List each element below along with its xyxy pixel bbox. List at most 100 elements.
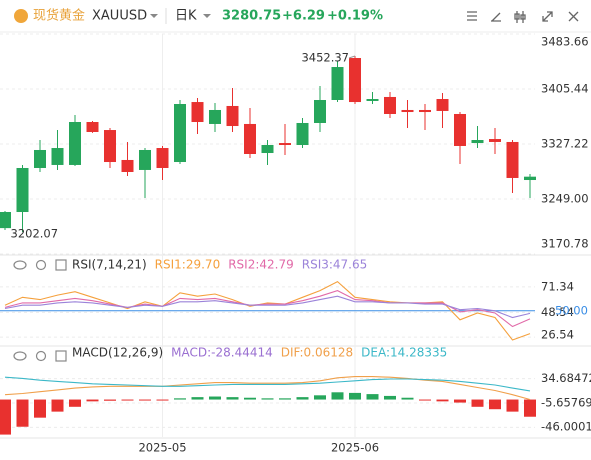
- histogram-bar: [524, 399, 536, 417]
- candle-body: [191, 102, 204, 123]
- candle-body: [244, 123, 256, 154]
- candle-body: [104, 130, 116, 163]
- histogram-bar: [226, 397, 239, 400]
- histogram-bar: [34, 399, 46, 418]
- candle-body: [69, 122, 81, 165]
- rsi-icons: [13, 259, 67, 362]
- dropdown-arrow[interactable]: [203, 14, 211, 18]
- candle-body: [489, 139, 501, 142]
- candle-body: [366, 99, 379, 101]
- gear-button[interactable]: [35, 350, 47, 362]
- fullscreen-button[interactable]: [542, 11, 553, 22]
- candle-body: [174, 104, 186, 163]
- histogram-bar: [279, 398, 291, 400]
- expand-button[interactable]: [55, 259, 67, 271]
- legend-entry: RSI2:42.79: [228, 258, 294, 272]
- eye-button[interactable]: [13, 351, 27, 361]
- settings-button[interactable]: [467, 11, 477, 21]
- series-line: [4, 280, 531, 341]
- y-tick-label: 3249.00: [541, 192, 589, 206]
- candle-body: [454, 113, 466, 146]
- symbol[interactable]: XAUUSD: [92, 9, 147, 24]
- candle-body: [0, 212, 11, 229]
- candle-body: [139, 149, 151, 170]
- histogram-bar: [366, 394, 379, 400]
- histogram-bar: [454, 399, 466, 403]
- histogram-bar: [191, 397, 204, 400]
- candle-type-button[interactable]: [514, 11, 526, 23]
- draw-button[interactable]: [491, 12, 501, 22]
- expand-button[interactable]: [55, 350, 67, 362]
- legend-entry: RSI1:29.70: [155, 258, 221, 272]
- candle-body: [506, 141, 519, 178]
- legend-entry: DIF:0.06128: [281, 346, 353, 360]
- series-line: [4, 295, 531, 319]
- y-tick-label: 3170.78: [541, 237, 589, 251]
- gear-button[interactable]: [35, 259, 47, 271]
- candle-body: [471, 140, 484, 144]
- histogram-bar: [506, 399, 519, 412]
- histogram-bar: [156, 399, 169, 401]
- histogram-bar: [296, 397, 309, 400]
- candle-body: [261, 144, 274, 154]
- candle-body: [524, 176, 536, 181]
- candle-body: [401, 109, 414, 113]
- histogram-bar: [261, 398, 274, 400]
- histogram-bar: [209, 396, 221, 400]
- toolbar: [467, 11, 579, 23]
- candle-body: [314, 99, 326, 123]
- y-tick-label: 3483.66: [541, 35, 589, 49]
- y-tick-label: -5.65769: [541, 395, 591, 409]
- logo: [14, 9, 28, 23]
- histogram-bar: [139, 399, 151, 401]
- legend-entry: MACD:-28.44414: [171, 346, 273, 360]
- candle-body: [349, 58, 361, 103]
- histogram-bar: [384, 395, 396, 400]
- candle-body: [86, 122, 99, 132]
- candle-body: [419, 109, 431, 113]
- histogram-bar: [69, 399, 81, 407]
- candle-body: [16, 167, 29, 213]
- candle-body: [436, 99, 449, 111]
- max-annotation: 3452.37: [301, 51, 349, 65]
- y-tick-label: 3327.22: [541, 137, 589, 151]
- candle-body: [226, 105, 239, 127]
- dropdown-arrow[interactable]: [150, 14, 158, 18]
- candle-body: [384, 96, 396, 114]
- panel-title: RSI(7,14,21): [72, 258, 147, 272]
- histogram-bar: [16, 399, 29, 427]
- series-line: [4, 290, 531, 328]
- close-button[interactable]: [568, 11, 579, 22]
- change-percent: +0.19%: [327, 9, 383, 24]
- histogram-bar: [121, 399, 134, 401]
- histogram-bar: [51, 399, 64, 412]
- price: 3280.75: [222, 9, 281, 24]
- series-line: [4, 376, 531, 401]
- candle-body: [121, 159, 134, 172]
- period[interactable]: 日K: [175, 9, 197, 24]
- candle-body: [34, 149, 46, 168]
- y-tick-label: 3405.44: [541, 82, 589, 96]
- series-line: [4, 376, 531, 392]
- histogram-bar: [471, 399, 484, 407]
- histogram-bar: [104, 399, 116, 401]
- candle-body: [156, 148, 169, 168]
- legend-entry: RSI3:47.65: [302, 258, 368, 272]
- y-tick-label: -46.00010: [541, 420, 591, 434]
- histogram-bar: [436, 399, 449, 402]
- histogram-bar: [86, 399, 99, 402]
- histogram-bar: [401, 397, 414, 400]
- panel-title: MACD(12,26,9): [72, 346, 163, 360]
- histogram-bar: [331, 392, 344, 400]
- eye-button[interactable]: [13, 260, 27, 270]
- histogram-bar: [349, 392, 361, 400]
- legend-entry: DEA:14.28335: [361, 346, 447, 360]
- candle-body: [51, 148, 64, 165]
- instrument-name[interactable]: 现货黄金: [33, 8, 85, 24]
- histogram-bar: [0, 399, 11, 435]
- y-tick-label: 71.34: [541, 279, 574, 293]
- reference-label: 50.00: [555, 303, 588, 317]
